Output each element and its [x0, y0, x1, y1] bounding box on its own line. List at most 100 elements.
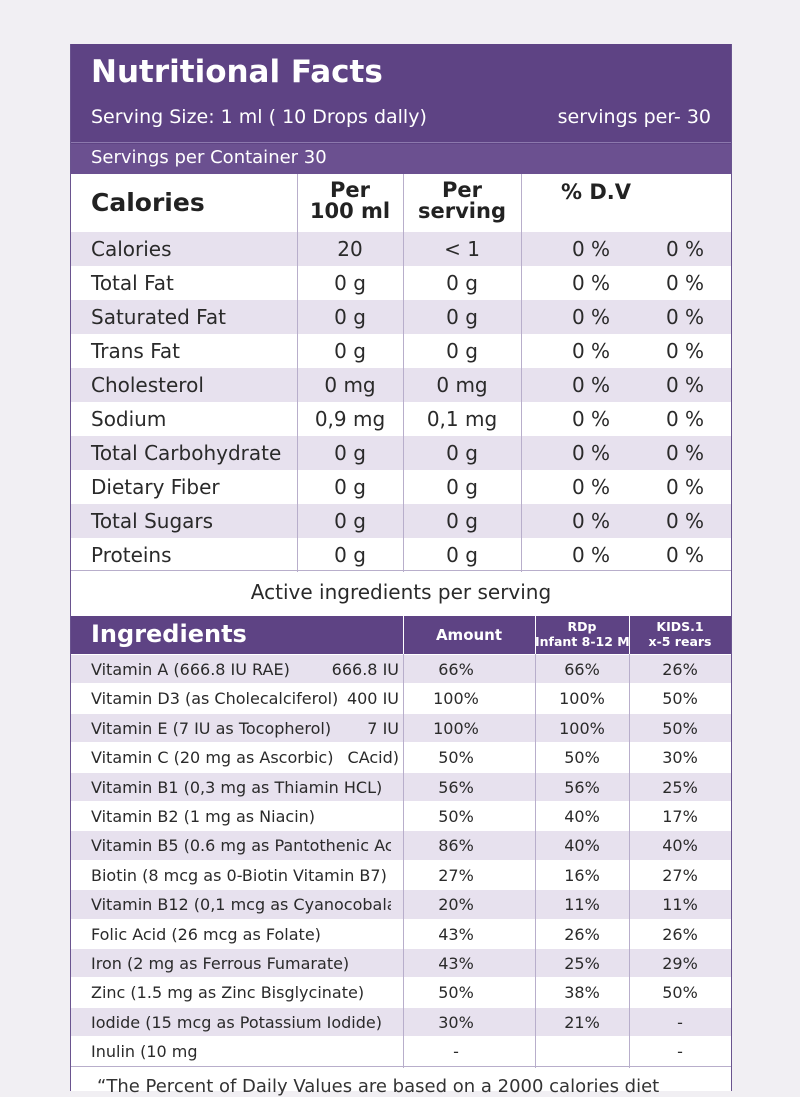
ingredient-name: Vitamin B2 (1 mg as Niacin)	[91, 807, 316, 826]
active-ingredients-title: Active ingredients per serving	[250, 580, 552, 604]
ingredient-dose	[319, 1008, 399, 1037]
kids-line2: x-5 rears	[648, 634, 712, 649]
dv-value-2: 0 %	[665, 373, 705, 397]
amount-value: 100%	[433, 689, 479, 709]
ingredient-name: Vitamin B12 (0,1 mcg as Cyanocobalamin)	[91, 895, 391, 915]
ingredient-name: Vitamin E (7 IU as Tocopherol)	[91, 718, 332, 738]
ingredient-row: Vitamin D3 (as Cholecalciferol) 400 IU 100…	[71, 683, 731, 713]
kids-value: 25%	[662, 777, 698, 797]
per-100ml-value: 0 mg	[324, 373, 376, 397]
ing-head-div-3	[629, 616, 630, 654]
rdp-line2: Infant 8-12 M	[535, 634, 629, 649]
dv-value-2: 0 %	[665, 543, 705, 567]
dv-value-1: 0 %	[571, 271, 611, 295]
dv-value-1: 0 %	[571, 373, 611, 397]
ingredient-row: Folic Acid (26 mcg as Folate) 43% 26% 26%	[71, 918, 731, 949]
ingredient-row: Vitamin B12 (0,1 mcg as Cyanocobalamin) 2…	[71, 889, 731, 920]
per-serving-value: 0 g	[446, 271, 478, 295]
nutrition-row: Cholesterol 0 mg 0 mg 0 % 0 %	[71, 368, 731, 402]
kids-value: 26%	[662, 924, 698, 944]
per-100ml-value: 0 g	[334, 509, 366, 533]
servings-per-container: Servings per Container 30	[91, 147, 327, 168]
col-divider-1	[297, 174, 298, 572]
ingredient-name: Iodide (15 mcg as Potassium Iodide)	[91, 1012, 382, 1032]
ing-col-divider-2	[535, 654, 536, 1068]
per-serving-value: 0 g	[446, 339, 478, 363]
nutrition-bottom-border	[71, 570, 731, 571]
ingredient-name: Vitamin D3 (as Cholecalciferol)	[91, 689, 339, 709]
amount-value: 20%	[438, 895, 474, 915]
nutrition-row: Calories 20 < 1 0 % 0 %	[71, 232, 731, 266]
nutrient-name: Proteins	[91, 543, 172, 567]
ingredient-dose: 400 IU	[346, 689, 399, 709]
dv-value-1: 0 %	[571, 475, 611, 499]
dv-value-2: 0 %	[665, 441, 705, 465]
nutrition-row: Total Carbohydrate 0 g 0 g 0 % 0 %	[71, 436, 731, 470]
ingredient-row: Biotin (8 mcg as 0-Biotin Vitamin B7) 27%…	[71, 859, 731, 890]
nutrient-name: Total Sugars	[91, 509, 214, 533]
per-serving-line1: Per	[442, 178, 482, 202]
ingredient-row: Iron (2 mg as Ferrous Fumarate) 43% 25% 29%	[71, 948, 731, 979]
ingredient-name: Folic Acid (26 mcg as Folate)	[91, 924, 321, 944]
nutrition-row: Proteins 0 g 0 g 0 % 0 %	[71, 538, 731, 572]
ingredient-row: Vitamin B2 (1 mg as Niacin) 50% 40% 17%	[71, 801, 731, 831]
rdp-value	[535, 1037, 629, 1066]
container-bar: Servings per Container 30	[71, 144, 731, 174]
ingredient-dose	[319, 920, 399, 949]
amount-value: 27%	[438, 865, 474, 885]
kids-value: 50%	[662, 718, 698, 738]
ingredient-name: Inulin (10 mg	[91, 1042, 198, 1062]
dv-value-2: 0 %	[665, 509, 705, 533]
per-serving-value: 0 mg	[436, 373, 488, 397]
kids-value: 30%	[662, 748, 698, 768]
nutrition-row: Trans Fat 0 g 0 g 0 % 0 %	[71, 334, 731, 368]
amount-value: 50%	[438, 748, 474, 768]
kids-value: 40%	[662, 836, 698, 856]
ingredient-dose	[319, 978, 399, 1007]
ingredient-dose	[319, 1037, 399, 1066]
ingredient-name: Vitamin B1 (0,3 mg as Thiamin HCL)	[91, 777, 383, 797]
amount-value: 43%	[438, 954, 474, 973]
amount-header: Amount	[435, 626, 503, 644]
rdp-value: 21%	[564, 1012, 600, 1032]
per-100ml-value: 0 g	[334, 543, 366, 567]
ingredient-dose	[319, 949, 399, 978]
rdp-header: RDp Infant 8-12 M	[535, 619, 629, 649]
rdp-value: 16%	[564, 865, 600, 885]
rdp-line1: RDp	[567, 619, 597, 634]
ingredient-row: Inulin (10 mg - -	[71, 1036, 731, 1066]
ingredient-name: Vitamin A (666.8 IU RAE)	[91, 660, 290, 679]
per-100ml-value: 0 g	[334, 339, 366, 363]
kids-value: -	[677, 1012, 683, 1032]
dv-value-2: 0 %	[665, 407, 705, 431]
rdp-value: 50%	[564, 748, 600, 768]
nutrition-row: Total Fat 0 g 0 g 0 % 0 %	[71, 266, 731, 300]
ingredient-dose	[319, 831, 399, 860]
per-serving-value: 0 g	[446, 509, 478, 533]
label-title: Nutritional Facts	[91, 54, 383, 90]
servings-per: servings per- 30	[557, 106, 711, 128]
amount-value: 43%	[438, 924, 474, 944]
kids-value: 50%	[662, 983, 698, 1003]
nutrient-name: Total Fat	[91, 271, 174, 295]
kids-value: 29%	[662, 954, 698, 973]
ingredient-row: Vitamin E (7 IU as Tocopherol) 7 IU 100% 10…	[71, 712, 731, 744]
per-100ml-value: 20	[337, 237, 363, 261]
ingredient-name: Zinc (1.5 mg as Zinc Bisglycinate)	[91, 983, 365, 1003]
amount-value: 50%	[438, 983, 474, 1003]
rdp-value: 11%	[564, 895, 600, 915]
rdp-value: 38%	[564, 983, 600, 1003]
ing-col-divider-1	[403, 654, 404, 1068]
per-serving-value: 0,1 mg	[426, 407, 498, 431]
ingredient-row: Zinc (1.5 mg as Zinc Bisglycinate) 50% 38%…	[71, 977, 731, 1007]
per-serving-value: 0 g	[446, 475, 478, 499]
nutrition-row: Sodium 0,9 mg 0,1 mg 0 % 0 %	[71, 402, 731, 436]
dv-value-2: 0 %	[665, 237, 705, 261]
nutrition-table: Calories Per 100 ml Per serving % D.V Ca…	[71, 174, 731, 572]
kids-value: 50%	[662, 689, 698, 709]
dv-value-1: 0 %	[571, 441, 611, 465]
ing-head-div-1	[403, 616, 404, 654]
kids-value: 11%	[662, 895, 698, 915]
per-100ml-value: 0 g	[334, 305, 366, 329]
per-serving-line2: serving	[418, 199, 506, 223]
